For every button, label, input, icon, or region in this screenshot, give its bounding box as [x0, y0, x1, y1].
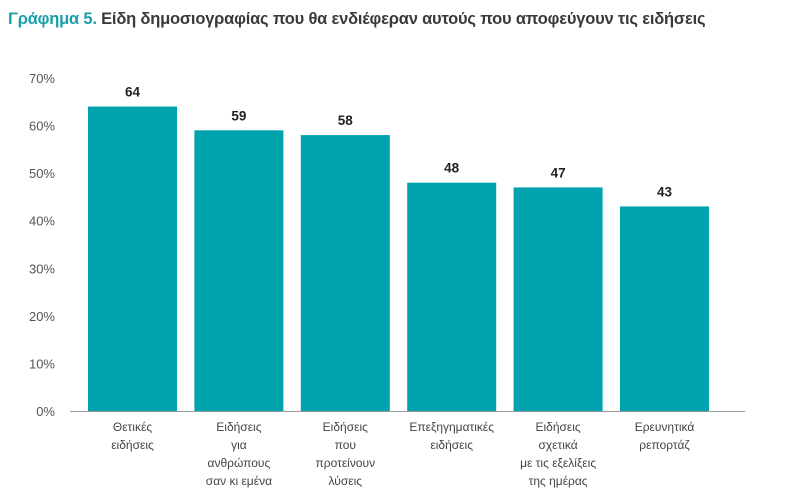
y-tick-label: 70% [29, 71, 55, 86]
x-tick-label: ειδήσεις [111, 438, 154, 452]
y-tick-label: 20% [29, 309, 55, 324]
data-label: 48 [444, 161, 460, 176]
bar [513, 187, 603, 411]
x-tick-label: με τις εξελίξεις [520, 456, 596, 470]
y-tick-label: 60% [29, 119, 55, 134]
y-tick-label: 40% [29, 214, 55, 229]
x-tick-label: λύσεις [329, 474, 363, 488]
x-tick-label: Ειδήσεις [535, 420, 580, 434]
x-tick-label: σχετικά [538, 438, 577, 452]
x-tick-label: προτείνουν [315, 456, 375, 470]
bar [407, 182, 497, 411]
data-label: 43 [657, 184, 673, 199]
chart-title: Γράφημα 5. Είδη δημοσιογραφίας που θα εν… [8, 10, 706, 29]
y-tick-label: 50% [29, 166, 55, 181]
data-label: 64 [125, 85, 141, 100]
x-tick-label: Θετικές [113, 420, 152, 434]
title-text: Είδη δημοσιογραφίας που θα ενδιέφεραν αυ… [101, 10, 706, 28]
data-label: 58 [338, 113, 354, 128]
x-tick-label: Ερευνητικά [635, 420, 695, 434]
x-tick-label: ειδήσεις [430, 438, 473, 452]
title-prefix: Γράφημα 5. [8, 10, 97, 28]
x-tick-label: σαν κι εμένα [206, 474, 272, 488]
x-tick-label: ανθρώπους [208, 456, 271, 470]
x-tick-label: Ειδήσεις [216, 420, 261, 434]
x-tick-label: Επεξηγηματικές [409, 420, 494, 434]
bar [620, 206, 709, 411]
y-tick-label: 0% [36, 404, 55, 419]
x-tick-label: που [335, 438, 356, 452]
bar [88, 106, 177, 412]
x-tick-label: της ημέρας [529, 474, 588, 488]
x-tick-label: για [231, 438, 247, 452]
data-label: 47 [551, 165, 566, 180]
y-tick-label: 10% [29, 356, 55, 371]
bar [300, 135, 390, 412]
x-tick-label: ρεπορτάζ [639, 438, 690, 452]
data-label: 59 [231, 108, 246, 123]
y-tick-label: 30% [29, 261, 55, 276]
bar [194, 130, 284, 412]
x-tick-label: Ειδήσεις [323, 420, 368, 434]
